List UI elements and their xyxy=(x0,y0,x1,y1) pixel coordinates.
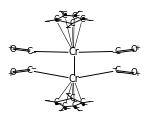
Text: −: − xyxy=(64,90,70,99)
Text: O: O xyxy=(131,68,137,77)
Text: Cr: Cr xyxy=(68,47,79,57)
Text: +: + xyxy=(7,71,13,77)
Text: −: − xyxy=(57,106,64,115)
Text: O: O xyxy=(10,68,16,77)
Text: C: C xyxy=(114,66,120,75)
Text: −: − xyxy=(76,106,82,115)
Text: −: − xyxy=(30,66,36,72)
Text: C: C xyxy=(71,102,77,110)
Text: −: − xyxy=(82,16,87,21)
Text: C: C xyxy=(79,15,85,24)
Text: C: C xyxy=(53,98,59,107)
Text: +: + xyxy=(134,45,140,51)
Text: +: + xyxy=(7,45,13,51)
Text: +: + xyxy=(134,71,140,77)
Text: −: − xyxy=(74,13,80,18)
Text: −: − xyxy=(65,105,71,110)
Text: Cr: Cr xyxy=(68,74,79,84)
Text: C: C xyxy=(69,19,75,28)
Text: −: − xyxy=(64,23,70,32)
Text: −: − xyxy=(43,96,49,105)
Text: C: C xyxy=(69,94,75,103)
Text: C: C xyxy=(62,11,68,20)
Text: −: − xyxy=(76,7,82,16)
Text: −: − xyxy=(30,50,36,56)
Text: −: − xyxy=(111,50,117,56)
Text: C: C xyxy=(53,15,59,24)
Text: −: − xyxy=(43,17,49,26)
Text: −: − xyxy=(87,16,94,25)
Text: −: − xyxy=(56,101,61,106)
Text: O: O xyxy=(10,45,16,54)
Text: −: − xyxy=(65,12,71,17)
Text: C: C xyxy=(27,66,33,75)
Text: C: C xyxy=(62,102,68,111)
Text: C: C xyxy=(71,11,77,21)
Text: C: C xyxy=(79,98,85,107)
Text: −: − xyxy=(56,16,61,21)
Text: −: − xyxy=(82,101,87,106)
Text: C: C xyxy=(27,47,33,56)
Text: −: − xyxy=(87,97,94,106)
Text: −: − xyxy=(57,7,64,16)
Text: −: − xyxy=(74,104,80,110)
Text: O: O xyxy=(131,45,137,54)
Text: −: − xyxy=(111,66,117,72)
Text: C: C xyxy=(114,47,120,56)
